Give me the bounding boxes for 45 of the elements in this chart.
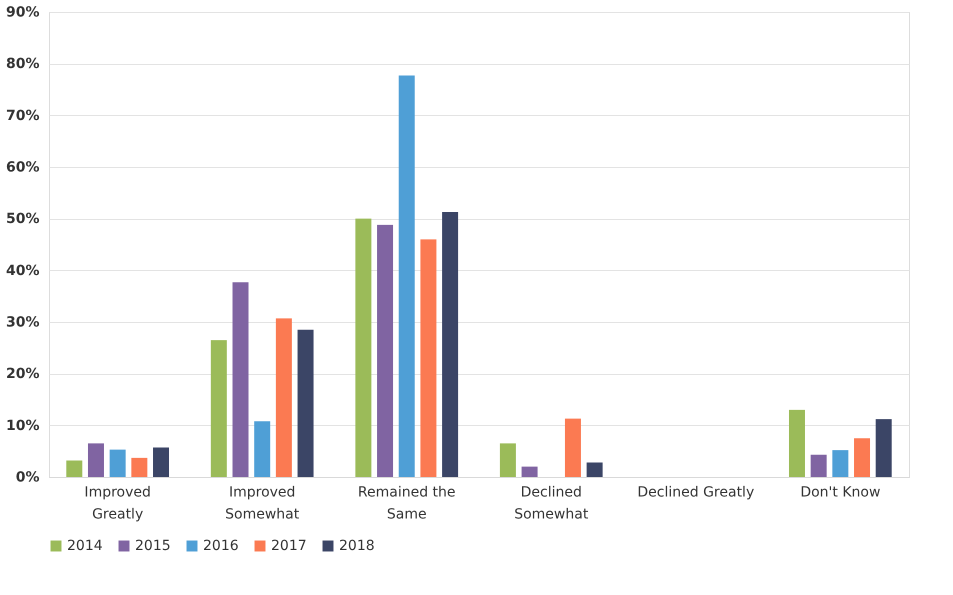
bar bbox=[500, 443, 516, 477]
bar bbox=[788, 410, 805, 477]
x-tick-label: Declined Greatly bbox=[637, 484, 754, 500]
x-tick-label: Improved Greatly bbox=[84, 484, 151, 522]
bar bbox=[153, 448, 170, 477]
legend-label: 2015 bbox=[135, 538, 171, 554]
y-tick-label: 20% bbox=[6, 366, 40, 382]
bar bbox=[586, 462, 603, 477]
bar bbox=[564, 418, 581, 477]
legend-label: 2017 bbox=[271, 538, 307, 554]
legend-label: 2018 bbox=[339, 538, 375, 554]
bar bbox=[398, 76, 415, 477]
y-tick-label: 30% bbox=[6, 314, 40, 330]
bar bbox=[131, 458, 148, 477]
y-tick-label: 10% bbox=[6, 418, 40, 434]
bar bbox=[88, 443, 104, 477]
y-tick-label: 60% bbox=[6, 160, 40, 176]
bar bbox=[66, 460, 82, 477]
bar bbox=[854, 438, 870, 477]
legend-label: 2016 bbox=[203, 538, 239, 554]
y-tick-label: 70% bbox=[6, 108, 40, 124]
x-tick-label: Declined Somewhat bbox=[514, 484, 589, 522]
bar bbox=[298, 330, 314, 477]
bar bbox=[832, 450, 848, 477]
bar bbox=[876, 419, 892, 477]
bar bbox=[420, 239, 436, 477]
y-tick-label: 90% bbox=[6, 4, 40, 20]
bar bbox=[276, 318, 292, 477]
bar bbox=[377, 224, 394, 477]
bar bbox=[254, 421, 270, 477]
legend-label: 2014 bbox=[67, 538, 103, 554]
y-tick-label: 80% bbox=[6, 56, 40, 72]
y-tick-label: 0% bbox=[16, 470, 40, 486]
bar bbox=[442, 212, 458, 477]
bar bbox=[522, 466, 538, 477]
x-tick-label: Don't Know bbox=[800, 484, 880, 500]
y-tick-label: 50% bbox=[6, 211, 40, 228]
bar bbox=[355, 218, 372, 477]
bar bbox=[810, 454, 827, 477]
bar bbox=[232, 282, 249, 477]
x-tick-label: Improved Somewhat bbox=[225, 484, 300, 522]
bar bbox=[210, 340, 227, 477]
y-tick-label: 40% bbox=[6, 262, 40, 279]
x-tick-label: Remained the Same bbox=[358, 484, 456, 522]
bar bbox=[110, 450, 126, 477]
